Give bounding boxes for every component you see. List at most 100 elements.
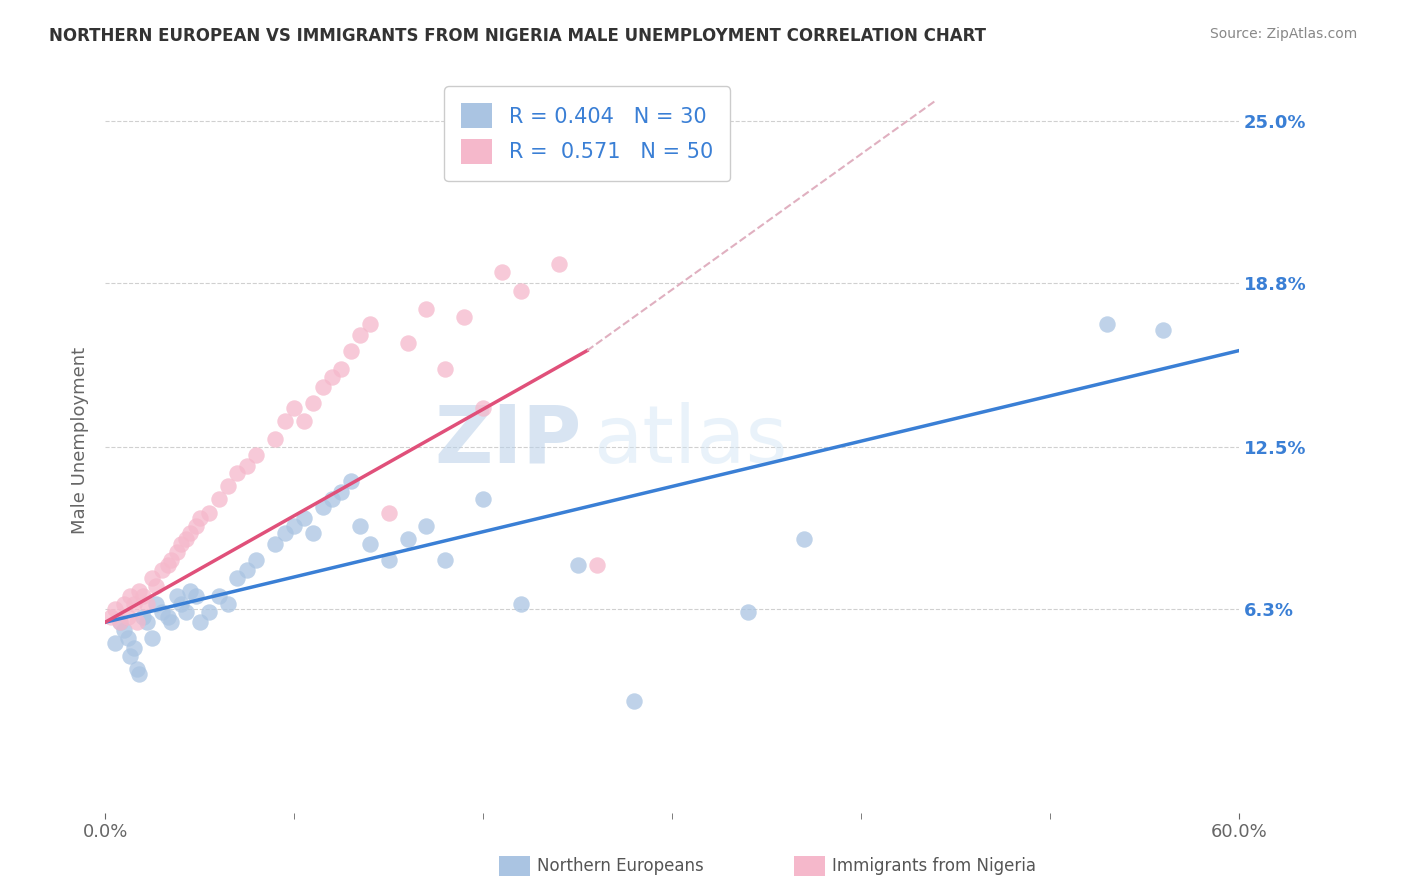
Point — [349, 327, 371, 342]
Point — [472, 492, 495, 507]
Point — [396, 335, 419, 350]
Point — [179, 583, 201, 598]
Point — [330, 484, 353, 499]
Point — [184, 589, 207, 603]
Point — [359, 318, 381, 332]
Point — [145, 579, 167, 593]
Point — [623, 693, 645, 707]
Point — [377, 506, 399, 520]
Point — [104, 636, 127, 650]
Point — [198, 605, 221, 619]
Point — [170, 597, 193, 611]
Point — [127, 615, 149, 630]
Point — [141, 631, 163, 645]
Point — [1095, 318, 1118, 332]
Point — [396, 532, 419, 546]
Point — [135, 597, 157, 611]
Point — [321, 492, 343, 507]
Point — [176, 532, 198, 546]
Point — [127, 662, 149, 676]
Point — [245, 552, 267, 566]
Point — [226, 467, 249, 481]
Point — [104, 602, 127, 616]
Point — [110, 615, 132, 630]
Point — [737, 605, 759, 619]
Point — [330, 362, 353, 376]
Text: Immigrants from Nigeria: Immigrants from Nigeria — [832, 857, 1036, 875]
Point — [283, 401, 305, 415]
Point — [217, 479, 239, 493]
Point — [150, 605, 173, 619]
Point — [245, 448, 267, 462]
Point — [349, 518, 371, 533]
Point — [217, 597, 239, 611]
Point — [321, 369, 343, 384]
Point — [170, 537, 193, 551]
Point — [311, 380, 333, 394]
Point — [264, 433, 287, 447]
Point — [264, 537, 287, 551]
Point — [128, 667, 150, 681]
Point — [236, 458, 259, 473]
Text: atlas: atlas — [593, 401, 787, 480]
Point — [547, 257, 569, 271]
Point — [311, 500, 333, 515]
Point — [112, 597, 135, 611]
Text: ZIP: ZIP — [434, 401, 582, 480]
Point — [302, 396, 325, 410]
Point — [100, 610, 122, 624]
Point — [463, 119, 485, 133]
Point — [110, 615, 132, 630]
Point — [274, 414, 297, 428]
Point — [302, 526, 325, 541]
Point — [359, 537, 381, 551]
Point — [160, 615, 183, 630]
Point — [207, 492, 229, 507]
Text: Northern Europeans: Northern Europeans — [537, 857, 704, 875]
Point — [207, 589, 229, 603]
Point — [340, 474, 363, 488]
Point — [567, 558, 589, 572]
Point — [434, 552, 457, 566]
Point — [274, 526, 297, 541]
Point — [122, 641, 145, 656]
Point — [491, 265, 513, 279]
Point — [156, 558, 179, 572]
Point — [128, 583, 150, 598]
Point — [166, 545, 188, 559]
Point — [377, 552, 399, 566]
Point — [156, 610, 179, 624]
Y-axis label: Male Unemployment: Male Unemployment — [72, 347, 89, 534]
Point — [118, 649, 141, 664]
Point — [1152, 323, 1174, 337]
Point — [145, 597, 167, 611]
Point — [118, 589, 141, 603]
Point — [132, 610, 155, 624]
Point — [112, 623, 135, 637]
Point — [236, 563, 259, 577]
Point — [793, 532, 815, 546]
Point — [188, 510, 211, 524]
Text: NORTHERN EUROPEAN VS IMMIGRANTS FROM NIGERIA MALE UNEMPLOYMENT CORRELATION CHART: NORTHERN EUROPEAN VS IMMIGRANTS FROM NIG… — [49, 27, 986, 45]
Point — [166, 589, 188, 603]
Point — [160, 552, 183, 566]
Text: Source: ZipAtlas.com: Source: ZipAtlas.com — [1209, 27, 1357, 41]
Point — [150, 563, 173, 577]
Point — [510, 597, 533, 611]
Point — [198, 506, 221, 520]
Point — [176, 605, 198, 619]
Point — [141, 571, 163, 585]
Point — [117, 610, 139, 624]
Point — [132, 589, 155, 603]
Point — [415, 518, 437, 533]
Point — [122, 597, 145, 611]
Point — [415, 301, 437, 316]
Legend: R = 0.404   N = 30, R =  0.571   N = 50: R = 0.404 N = 30, R = 0.571 N = 50 — [444, 87, 730, 181]
Point — [340, 343, 363, 358]
Point — [188, 615, 211, 630]
Point — [453, 310, 475, 324]
Point — [179, 526, 201, 541]
Point — [117, 631, 139, 645]
Point — [292, 414, 315, 428]
Point — [184, 518, 207, 533]
